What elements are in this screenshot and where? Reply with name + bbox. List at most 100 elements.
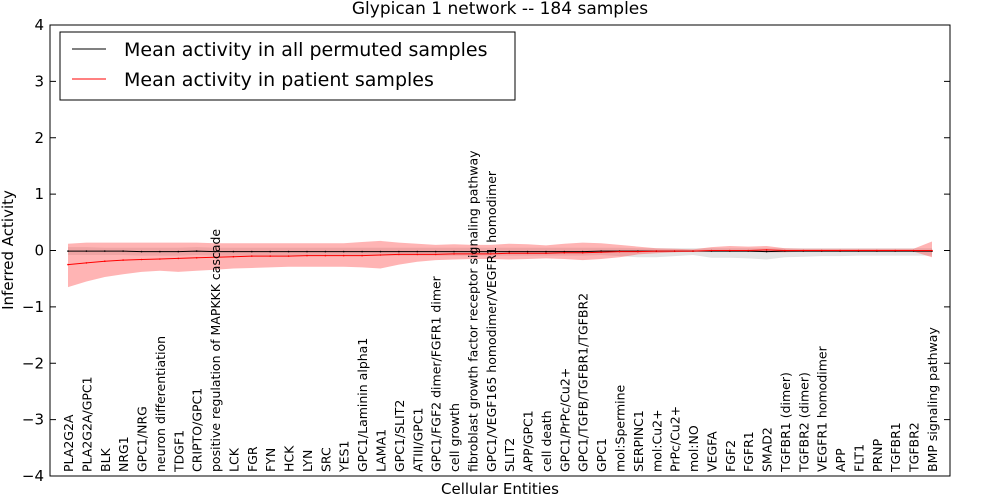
x-tick-label: GPC1/FGF2 dimer/FGFR1 dimer (429, 275, 444, 472)
x-tick-label: FLT1 (852, 444, 867, 472)
data-point-series-1-37 (747, 249, 749, 252)
data-point-series-0-1 (85, 250, 88, 252)
series-lines (67, 249, 933, 266)
data-point-series-1-17 (379, 254, 382, 256)
x-tick-label: LYN (300, 450, 315, 472)
data-point-series-0-17 (379, 250, 382, 253)
data-point-series-0-25 (526, 250, 529, 253)
data-point-series-1-35 (710, 249, 713, 252)
x-tick-label: GPC1/TGFB/TGFBR1/TGFBR2 (576, 293, 591, 472)
series-line-0 (68, 250, 932, 253)
data-point-series-1-33 (673, 250, 676, 252)
data-point-series-1-7 (195, 257, 198, 259)
data-point-series-1-16 (361, 254, 363, 257)
data-point-series-0-22 (471, 250, 474, 253)
y-axis-label: Inferred Activity (0, 190, 17, 310)
data-point-series-1-27 (563, 252, 566, 254)
x-tick-label: mol:Cu2+ (649, 409, 664, 472)
data-point-series-0-5 (159, 250, 161, 253)
data-point-series-0-19 (416, 250, 419, 253)
x-tick-label: ATIII/GPC1 (410, 408, 425, 472)
x-tick-label: GPC1 (594, 438, 609, 472)
x-tick-label: VEGFR1 homodimer (815, 345, 830, 472)
x-tick-label: FGF2 (723, 440, 738, 472)
band-series-1 (68, 240, 932, 288)
data-point-series-0-21 (453, 250, 455, 253)
data-point-series-0-26 (545, 250, 547, 253)
data-point-series-1-9 (232, 255, 235, 258)
y-tick-label: −3 (22, 411, 44, 429)
data-point-series-1-4 (140, 258, 143, 261)
x-tick-label: FYN (263, 448, 278, 472)
x-tick-label: fibroblast growth factor receptor signal… (465, 150, 480, 472)
data-point-series-0-6 (177, 250, 180, 253)
data-point-series-1-6 (177, 257, 180, 260)
data-point-series-0-20 (434, 250, 437, 253)
data-point-series-1-5 (159, 258, 161, 260)
data-point-series-0-10 (251, 250, 253, 253)
x-tick-label: mol:Spermine (613, 384, 628, 472)
x-tick-label: YES1 (337, 441, 352, 473)
data-point-series-0-3 (122, 250, 124, 252)
x-tick-label: TGFBR2 (907, 422, 922, 473)
legend: Mean activity in all permuted samples Me… (59, 31, 516, 101)
data-point-series-0-16 (361, 250, 363, 253)
x-tick-label: HCK (282, 445, 297, 472)
x-tick-label: TGFBR2 (dimer) (796, 372, 811, 473)
x-tick-label: APP (833, 448, 848, 472)
series-line-1 (67, 249, 932, 266)
x-tick-label: FGR (245, 446, 260, 472)
data-point-series-0-12 (287, 250, 290, 253)
data-point-series-1-38 (765, 249, 768, 251)
x-tick-label: GPC1/VEGF165 homodimer/VEGFR1 homodimer (484, 170, 499, 472)
data-point-series-1-40 (802, 249, 805, 252)
data-point-series-1-14 (324, 254, 327, 257)
data-point-series-1-23 (490, 253, 492, 255)
data-point-series-1-26 (545, 252, 547, 255)
data-point-series-1-46 (912, 249, 915, 252)
x-tick-label: TGFBR1 (888, 422, 903, 473)
x-tick-label: cell death (539, 410, 554, 472)
x-tick-label: SMAD2 (760, 427, 775, 472)
data-point-series-1-0 (67, 263, 69, 266)
y-tick-label: −4 (22, 467, 44, 485)
x-tick-label: LAMA1 (374, 429, 389, 472)
data-point-series-1-1 (85, 262, 88, 264)
data-point-series-0-18 (398, 250, 400, 253)
data-point-series-1-15 (342, 254, 345, 257)
data-point-series-0-7 (195, 250, 198, 252)
x-tick-label: NRG1 (116, 436, 131, 472)
data-point-series-0-28 (581, 250, 584, 253)
data-point-series-1-19 (416, 253, 419, 256)
data-point-series-1-21 (453, 253, 455, 255)
data-point-series-1-41 (820, 249, 823, 252)
data-point-series-0-9 (232, 250, 235, 253)
y-tick-label: 0 (34, 242, 44, 260)
x-tick-labels: PLA2G2A PLA2G2A/GPC1 BLK NRG1 GPC1/NRG neuron… (61, 150, 940, 473)
data-point-series-0-24 (508, 250, 511, 253)
data-point-series-1-32 (655, 250, 658, 252)
x-tick-label: positive regulation of MAPKKK cascade (208, 229, 223, 472)
data-point-series-1-10 (251, 255, 253, 257)
data-point-series-1-44 (876, 249, 878, 252)
data-point-series-0-29 (600, 250, 602, 252)
data-point-series-1-45 (894, 249, 896, 252)
data-point-series-1-31 (637, 250, 639, 253)
x-tick-label: VEGFA (704, 431, 719, 472)
y-tick-label: 2 (34, 129, 44, 147)
x-tick-label: APP/GPC1 (521, 410, 536, 472)
x-tick-label: PLA2G2A/GPC1 (79, 376, 94, 472)
x-tick-label: mol:NO (686, 425, 701, 472)
legend-label-patient: Mean activity in patient samples (124, 69, 434, 91)
x-tick-label: TGFBR1 (dimer) (778, 372, 793, 473)
y-tick-label: 1 (34, 185, 44, 203)
x-tick-label: GPC1/PrPc/Cu2+ (557, 368, 572, 472)
x-tick-label: GPC1/SLIT2 (392, 400, 407, 472)
x-tick-label: LCK (226, 447, 241, 472)
legend-label-permuted: Mean activity in all permuted samples (124, 39, 487, 61)
data-point-series-1-30 (618, 250, 621, 253)
plot-area-frame (49, 24, 951, 477)
data-point-series-1-24 (508, 252, 511, 255)
